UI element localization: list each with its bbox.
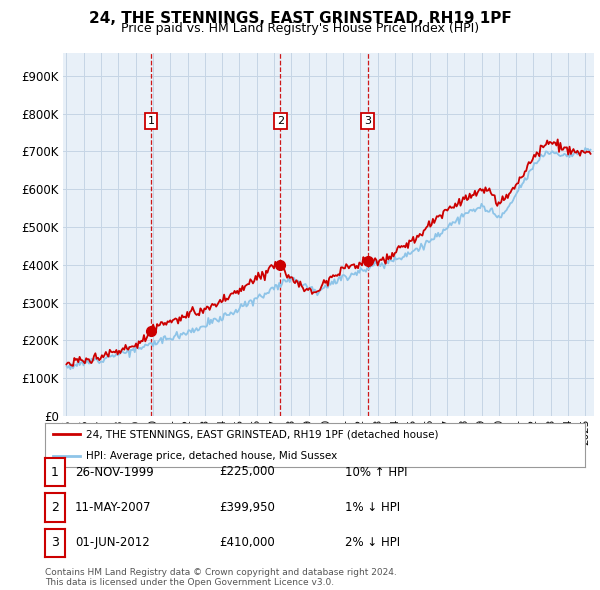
Text: 26-NOV-1999: 26-NOV-1999 xyxy=(75,466,154,478)
Text: 1: 1 xyxy=(51,466,59,478)
Text: £410,000: £410,000 xyxy=(219,536,275,549)
Text: 2: 2 xyxy=(51,501,59,514)
Text: 11-MAY-2007: 11-MAY-2007 xyxy=(75,501,151,514)
Text: 1: 1 xyxy=(148,116,155,126)
Text: Price paid vs. HM Land Registry's House Price Index (HPI): Price paid vs. HM Land Registry's House … xyxy=(121,22,479,35)
Text: £399,950: £399,950 xyxy=(219,501,275,514)
Text: 3: 3 xyxy=(51,536,59,549)
Text: 1% ↓ HPI: 1% ↓ HPI xyxy=(345,501,400,514)
Text: 2% ↓ HPI: 2% ↓ HPI xyxy=(345,536,400,549)
Text: 10% ↑ HPI: 10% ↑ HPI xyxy=(345,466,407,478)
Text: £225,000: £225,000 xyxy=(219,466,275,478)
Text: 2: 2 xyxy=(277,116,284,126)
Text: HPI: Average price, detached house, Mid Sussex: HPI: Average price, detached house, Mid … xyxy=(86,451,337,461)
Text: 3: 3 xyxy=(364,116,371,126)
Text: 01-JUN-2012: 01-JUN-2012 xyxy=(75,536,150,549)
Text: 24, THE STENNINGS, EAST GRINSTEAD, RH19 1PF: 24, THE STENNINGS, EAST GRINSTEAD, RH19 … xyxy=(89,11,511,25)
Text: 24, THE STENNINGS, EAST GRINSTEAD, RH19 1PF (detached house): 24, THE STENNINGS, EAST GRINSTEAD, RH19 … xyxy=(86,429,438,439)
Text: Contains HM Land Registry data © Crown copyright and database right 2024.
This d: Contains HM Land Registry data © Crown c… xyxy=(45,568,397,587)
